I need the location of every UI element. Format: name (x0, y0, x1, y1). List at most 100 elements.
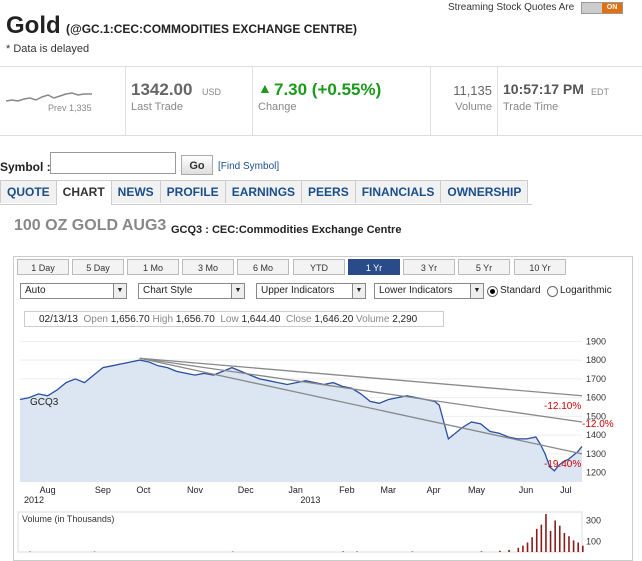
year-label: 2013 (300, 495, 320, 505)
volume-tick-label: 300 (586, 515, 601, 525)
volume-bar (499, 550, 501, 552)
range-1-mo[interactable]: 1 Mo (127, 259, 179, 275)
x-tick-label: Feb (339, 485, 355, 495)
open-value: 1,656.70 (110, 314, 150, 325)
range-ytd[interactable]: YTD (293, 259, 345, 275)
change-label: Change (258, 101, 297, 113)
volume-bar (563, 533, 566, 552)
divider (252, 67, 253, 135)
page-title: Gold (6, 12, 61, 39)
go-button[interactable]: Go (181, 155, 213, 175)
info-date: 02/13/13 (39, 314, 78, 325)
volume-bar (508, 549, 510, 552)
upper-indicators-select[interactable]: Upper Indicators ▼ (256, 283, 366, 299)
spark-prev-label: Prev 1,335 (48, 103, 92, 113)
high-label: High (152, 314, 174, 325)
lower-indicators-value: Lower Indicators (379, 285, 453, 296)
divider (125, 67, 126, 135)
volume-bar (577, 542, 579, 552)
chart-title: 100 OZ GOLD AUG3 (14, 217, 167, 234)
volume-tick-label: 100 (586, 536, 601, 546)
x-tick-label: May (468, 485, 486, 495)
trendline-pct-label: -12.0% (582, 419, 614, 430)
range-5-day[interactable]: 5 Day (72, 259, 124, 275)
range-5-yr[interactable]: 5 Yr (458, 259, 510, 275)
chart-style-select[interactable]: Chart Style ▼ (138, 283, 245, 299)
tab-chart[interactable]: CHART (55, 180, 112, 205)
tab-earnings[interactable]: EARNINGS (224, 180, 303, 203)
volume-bar (582, 545, 584, 552)
trade-time-value: 10:57:17 PM (503, 81, 584, 97)
volume-bar (522, 545, 524, 552)
volume-bar (568, 536, 570, 552)
chevron-down-icon: ▼ (113, 284, 126, 298)
price-line (19, 359, 583, 472)
year-label: 2012 (24, 495, 44, 505)
trendline-pct-label: -12.10% (544, 401, 581, 412)
trendline (139, 357, 583, 423)
standard-radio[interactable] (487, 286, 498, 297)
quote-strip: Prev 1,335 1342.00 USD Last Trade ▲ 7.30… (0, 66, 642, 136)
volume-bar (554, 520, 556, 552)
sparkline (6, 92, 92, 102)
range-3-yr[interactable]: 3 Yr (403, 259, 455, 275)
tab-profile[interactable]: PROFILE (159, 180, 226, 203)
low-value: 1,644.40 (241, 314, 281, 325)
x-tick-label: Oct (136, 485, 151, 495)
y-tick-label: 1700 (586, 374, 606, 384)
last-trade-label: Last Trade (131, 101, 183, 113)
tab-news[interactable]: NEWS (110, 180, 161, 203)
symbol-input[interactable] (50, 152, 176, 174)
volume-bar (531, 537, 533, 552)
timezone-label: EDT (591, 87, 609, 97)
tab-quote[interactable]: QUOTE (0, 180, 57, 203)
x-tick-label: Sep (95, 485, 111, 495)
range-1-yr[interactable]: 1 Yr (348, 259, 400, 275)
low-label: Low (220, 314, 239, 325)
y-tick-label: 1300 (586, 449, 606, 459)
standard-label: Standard (500, 285, 541, 296)
range-6-mo[interactable]: 6 Mo (237, 259, 289, 275)
divider (430, 67, 431, 135)
volume-label: Volume (455, 101, 492, 113)
range-10-yr[interactable]: 10 Yr (514, 259, 566, 275)
series-label: GCQ3 (30, 397, 59, 408)
delayed-note: * Data is delayed (6, 43, 90, 55)
range-1-day[interactable]: 1 Day (17, 259, 69, 275)
currency-label: USD (202, 87, 222, 97)
find-symbol-link[interactable]: [Find Symbol] (218, 161, 280, 172)
volume-bar (540, 524, 543, 552)
tab-financials[interactable]: FINANCIALS (354, 180, 442, 203)
x-tick-label: Dec (238, 485, 255, 495)
tab-peers[interactable]: PEERS (301, 180, 356, 203)
volume-bar (558, 525, 561, 552)
y-tick-label: 1400 (586, 430, 606, 440)
trendline-pct-label: -19.40% (544, 459, 581, 470)
x-tick-label: Mar (381, 485, 397, 495)
volume-bar (572, 540, 575, 552)
volume-bar (411, 551, 414, 552)
volume-value: 11,135 (453, 83, 492, 98)
volume-bar (480, 551, 483, 552)
y-tick-label: 1800 (586, 355, 606, 365)
chart-subtitle: GCQ3 : CEC:Commodities Exchange Centre (171, 224, 402, 236)
x-tick-label: Nov (187, 485, 204, 495)
close-label: Close (285, 314, 312, 325)
streaming-label: Streaming Stock Quotes Are (448, 2, 575, 13)
logarithmic-radio[interactable] (547, 286, 558, 297)
range-3-mo[interactable]: 3 Mo (182, 259, 234, 275)
y-tick-label: 1900 (586, 336, 606, 346)
tab-bar: QUOTE CHART NEWS PROFILE EARNINGS PEERS … (0, 180, 532, 205)
volume-bar (356, 551, 358, 552)
volume-info-label: Volume (356, 314, 390, 325)
volume-bar (545, 514, 547, 552)
streaming-toggle[interactable]: ON (581, 2, 623, 14)
frequency-select-value: Auto (25, 285, 46, 296)
frequency-select[interactable]: Auto ▼ (20, 283, 127, 299)
lower-indicators-select[interactable]: Lower Indicators ▼ (374, 283, 484, 299)
tab-ownership[interactable]: OWNERSHIP (440, 180, 529, 203)
volume-label: Volume (in Thousands) (22, 514, 114, 524)
price-area (20, 360, 582, 482)
trade-time-label: Trade Time (503, 101, 559, 113)
price-chart[interactable]: 19001800170016001500140013001200-12.10%-… (14, 330, 630, 558)
